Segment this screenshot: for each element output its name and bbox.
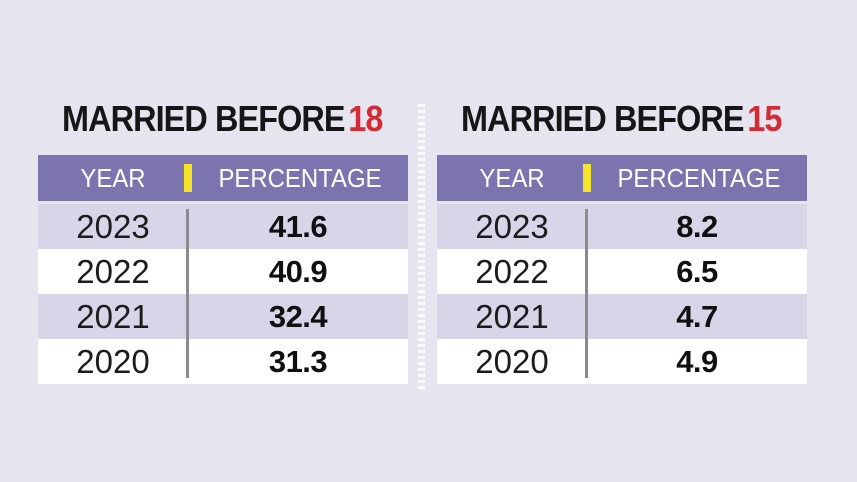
percentage-cell: 6.5 [676,253,718,289]
yellow-bar-icon [583,164,591,192]
percentage-cell: 31.3 [268,343,328,379]
percentage-cell: 8.2 [676,208,718,244]
year-cell: 2020 [76,342,150,380]
percentage-cell: 4.9 [676,343,718,379]
table-row: 2023 8.2 [437,204,807,249]
table-title-text: MARRIED BEFORE [461,98,745,139]
column-divider-line [585,209,588,378]
column-divider-line [186,209,189,378]
table-row: 2023 41.6 [38,204,408,249]
table-title-age: 18 [348,98,383,139]
table-row: 2022 40.9 [38,249,408,294]
yellow-bar-icon [184,164,192,192]
percentage-cell: 40.9 [268,253,328,289]
table-married-before-18: MARRIED BEFORE 18 YEAR PERCENTAGE 2023 41… [38,98,408,384]
column-header-year: YEAR [80,163,146,193]
percentage-cell: 41.6 [268,208,328,244]
table-married-before-15: MARRIED BEFORE 15 YEAR PERCENTAGE 2023 8.… [437,98,807,384]
table-title-age: 15 [747,98,782,139]
percentage-cell: 32.4 [268,298,328,334]
dotted-divider [418,104,425,390]
column-header-year: YEAR [479,163,545,193]
year-cell: 2021 [76,297,150,335]
table-row: 2022 6.5 [437,249,807,294]
table-row: 2020 31.3 [38,339,408,384]
year-cell: 2021 [475,297,549,335]
table-header-row: YEAR PERCENTAGE [437,155,807,201]
percentage-cell: 4.7 [676,298,718,334]
table-body: 2023 8.2 2022 6.5 2021 4.7 2020 4.9 [437,204,807,384]
table-row: 2020 4.9 [437,339,807,384]
year-cell: 2023 [76,207,150,245]
year-cell: 2023 [475,207,549,245]
year-cell: 2022 [76,252,150,290]
table-header-row: YEAR PERCENTAGE [38,155,408,201]
year-cell: 2022 [475,252,549,290]
table-title-text: MARRIED BEFORE [62,98,346,139]
table-row: 2021 32.4 [38,294,408,339]
table-title-18: MARRIED BEFORE 18 [62,98,383,140]
table-row: 2021 4.7 [437,294,807,339]
column-header-percentage: PERCENTAGE [617,163,781,193]
year-cell: 2020 [475,342,549,380]
table-title-15: MARRIED BEFORE 15 [461,98,782,140]
table-body: 2023 41.6 2022 40.9 2021 32.4 2020 31.3 [38,204,408,384]
column-header-percentage: PERCENTAGE [218,163,382,193]
